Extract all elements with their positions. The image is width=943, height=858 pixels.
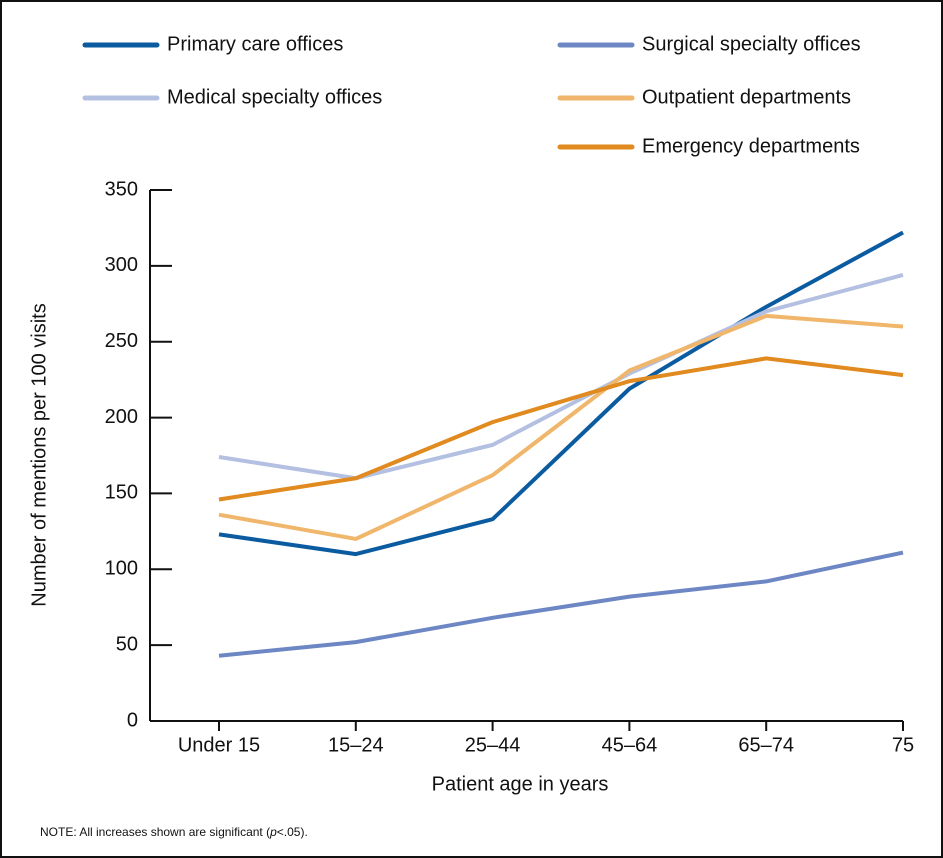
legend-label: Emergency departments: [642, 135, 860, 157]
x-tick-label: 25–44: [465, 734, 521, 756]
legend-label: Outpatient departments: [642, 86, 851, 108]
series-line: [218, 230, 904, 557]
x-tick-label: 15–24: [328, 734, 384, 756]
note-text: <.05).: [277, 825, 308, 839]
series-line: [218, 313, 904, 541]
x-tick-label: 65–74: [738, 734, 794, 756]
y-axis-title: Number of mentions per 100 visits: [28, 303, 50, 606]
y-tick-label: 200: [105, 406, 138, 428]
note-text: NOTE: All increases shown are significan…: [40, 825, 270, 839]
series-line: [218, 273, 904, 481]
x-tick-label: 75: [892, 734, 914, 756]
y-tick-label: 0: [127, 709, 138, 731]
legend-label: Surgical specialty offices: [642, 33, 861, 55]
y-tick-label: 50: [116, 633, 138, 655]
x-axis-title: Patient age in years: [432, 773, 609, 795]
legend-label: Medical specialty offices: [167, 86, 382, 108]
x-tick-label: 45–64: [602, 734, 658, 756]
y-tick-label: 100: [105, 558, 138, 580]
series-line: [218, 356, 904, 502]
note-text: p: [269, 825, 277, 839]
note: NOTE: All increases shown are significan…: [40, 825, 308, 839]
series-line: [218, 550, 904, 658]
y-tick-label: 350: [105, 178, 138, 200]
y-tick-label: 300: [105, 254, 138, 276]
x-tick-label: Under 15: [178, 734, 260, 756]
y-tick-label: 150: [105, 482, 138, 504]
legend-label: Primary care offices: [167, 33, 343, 55]
y-tick-label: 250: [105, 330, 138, 352]
